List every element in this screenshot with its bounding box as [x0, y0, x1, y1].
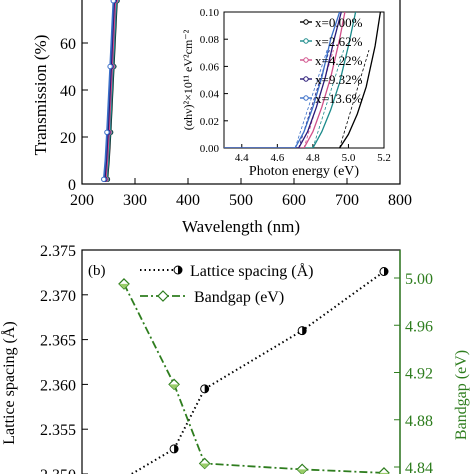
inset-legend-marker: [303, 57, 309, 63]
panel-b-y-ticks: 2.350 2.355 2.360 2.365 2.370 2.375: [40, 243, 88, 474]
bandgap-point-fill: [119, 283, 129, 289]
inset-x-tick-label: 4.6: [270, 152, 284, 164]
inset-fit-line: [339, 49, 370, 148]
panel-a-xlabel: Wavelength (nm): [182, 217, 300, 236]
inset-series-line: [224, 12, 342, 148]
inset-legend-marker: [303, 76, 309, 82]
inset-x-tick-label: 4.8: [306, 152, 320, 164]
panel-b-y-tick-label: 2.365: [40, 333, 76, 350]
inset-legend-label: x=9.32%: [315, 72, 363, 87]
inset-legend-marker: [303, 19, 309, 25]
panel-b-y2-ticks: 4.84 4.88 4.92 4.96 5.00: [394, 271, 433, 474]
panel-b-y-tick-label: 2.375: [40, 243, 76, 260]
inset-legend-label: x=4.22%: [315, 53, 363, 68]
panel-a-x-tick-label: 500: [229, 192, 253, 209]
inset-series-line: [224, 12, 382, 148]
panel-a-x-ticks: 200 300 400 500 600 700 800: [70, 178, 412, 209]
panel-a-y-tick-label: 0: [68, 177, 76, 194]
inset-x-tick-label: 5.0: [342, 152, 356, 164]
inset-y-tick-label: 0.10: [200, 7, 220, 19]
panel-a: 0 20 40 60 200 300 400 500 600 700 800 Wavelength…: [31, 0, 412, 236]
panel-a-x-tick-label: 600: [282, 192, 306, 209]
panel-a-point: [104, 129, 110, 136]
panel-a-x-tick-label: 700: [335, 192, 359, 209]
lattice-spacing-point-fill: [204, 384, 209, 393]
inset-legend-label: x=0.00%: [315, 15, 363, 30]
panel-b-y2-tick-label: 4.88: [405, 413, 433, 430]
inset-series-line: [224, 12, 346, 148]
panel-a-x-tick-label: 200: [70, 192, 94, 209]
inset-legend-label: x=13.6%: [315, 91, 363, 106]
inset-x-tick-label: 5.2: [377, 152, 391, 164]
panel-a-series-line: [105, 0, 117, 180]
panel-a-y-ticks: 0 20 40 60: [60, 36, 88, 194]
panel-a-x-tick-label: 400: [176, 192, 200, 209]
panel-b-y2-tick-label: 4.96: [405, 318, 433, 335]
panel-a-ylabel: Transmission (%): [31, 35, 50, 156]
inset: 0.00 0.02 0.04 0.06 0.08 0.10 4.4 4.6 4.8 5.0 5.2…: [181, 7, 391, 179]
inset-fit-line: [312, 49, 344, 148]
panel-b-y2-tick-label: 5.00: [405, 271, 433, 288]
panel-b-y2-tick-label: 4.84: [405, 460, 433, 474]
legend-lattice-label: Lattice spacing (Å): [190, 262, 314, 280]
panel-a-series-line: [104, 0, 116, 180]
bandgap-line: [123, 283, 385, 474]
lattice-spacing-point-fill: [384, 267, 388, 276]
inset-y-tick-label: 0.08: [200, 34, 220, 46]
bandgap-point-fill: [169, 384, 180, 390]
panel-b-legend: Lattice spacing (Å) Bandgap (eV): [140, 262, 314, 306]
panel-b-y-tick-label: 2.355: [40, 422, 76, 439]
panel-b-y2-tick-label: 4.92: [405, 366, 433, 383]
panel-b-y-tick-label: 2.370: [40, 288, 76, 305]
inset-legend-label: x=2.62%: [315, 34, 363, 49]
bandgap-point: [378, 467, 390, 474]
panel-a-point: [101, 176, 107, 183]
panel-a-x-tick-label: 800: [388, 192, 412, 209]
panel-a-series-line: [106, 0, 118, 180]
inset-y-tick-label: 0.02: [200, 116, 219, 128]
inset-xlabel: Photon energy (eV): [249, 164, 359, 179]
legend-bandgap-label: Bandgap (eV): [194, 289, 284, 306]
inset-y-tick-label: 0.06: [200, 61, 220, 73]
panel-a-y-tick-label: 20: [60, 130, 76, 147]
panel-b-y2label: Bandgap (eV): [453, 350, 470, 440]
inset-series-line: [224, 12, 341, 148]
inset-fit-line: [294, 49, 328, 148]
panel-b-y-tick-label: 2.350: [40, 467, 76, 474]
lattice-spacing-point-fill: [302, 326, 307, 335]
panel-b-ylabel: Lattice spacing (Å): [0, 321, 18, 445]
legend-bandgap-marker: [157, 290, 169, 302]
inset-series-line: [224, 12, 357, 148]
panel-a-point: [107, 63, 113, 70]
panel-a-y-tick-label: 60: [60, 36, 76, 53]
panel-a-x-tick-label: 300: [123, 192, 147, 209]
panel-a-series: [101, 0, 120, 183]
inset-y-tick-label: 0.00: [200, 143, 220, 155]
panel-b-y-tick-label: 2.360: [40, 377, 76, 394]
inset-x-ticks: 4.4 4.6 4.8 5.0 5.2: [235, 144, 391, 164]
inset-y-ticks: 0.00 0.02 0.04 0.06 0.08 0.10: [200, 7, 228, 155]
inset-legend-marker: [303, 95, 309, 101]
inset-legend-marker: [303, 38, 309, 44]
lattice-spacing-point-fill: [174, 444, 179, 453]
panel-b-series: [118, 267, 390, 474]
inset-legend: x=0.00% x=2.62% x=4.22% x=9.32% x=13.6%: [300, 15, 363, 106]
inset-x-tick-label: 4.4: [235, 152, 249, 164]
bandgap-point-fill: [199, 463, 210, 469]
panel-b-frame: [81, 249, 401, 474]
panel-a-point: [110, 0, 116, 4]
inset-ylabel: (αhν)²×10¹¹ eV²cm⁻²: [181, 29, 195, 130]
panel-a-y-tick-label: 40: [60, 83, 76, 100]
bandgap-point-fill: [297, 469, 308, 474]
inset-y-tick-label: 0.04: [200, 89, 220, 101]
inset-series: [224, 12, 382, 148]
panel-b-label: (b): [88, 263, 106, 279]
panel-a-series-line: [102, 0, 115, 180]
legend-lattice-marker-fill: [178, 266, 182, 274]
